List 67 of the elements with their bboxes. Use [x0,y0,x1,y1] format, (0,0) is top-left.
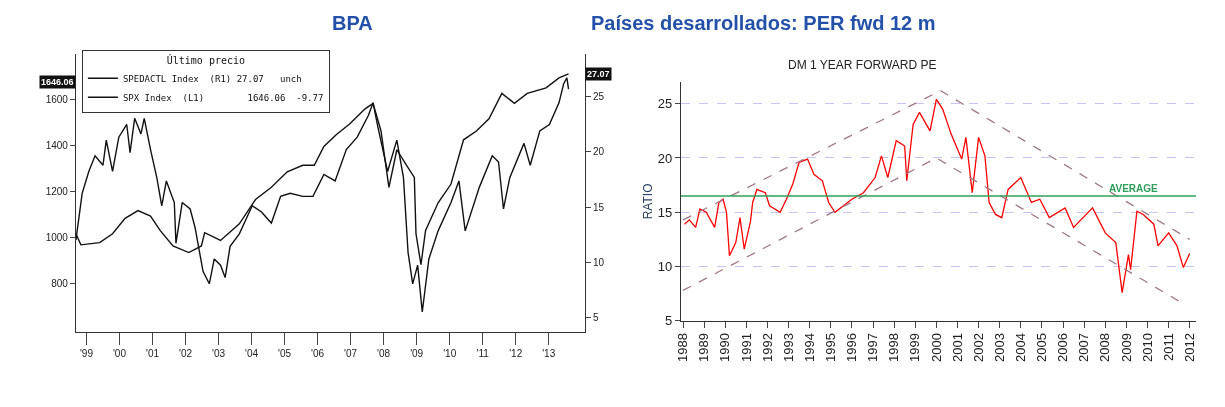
x-tick-label: 2003 [991,332,1007,362]
x-tick-label: 1989 [696,332,712,362]
x-tick-label: 2011 [1160,332,1176,361]
text: 1646.06 [41,77,74,87]
y2-tick-label: 25 [593,91,605,103]
x-tick-label: 2000 [928,332,944,362]
y-tick-label: 15 [657,204,673,220]
x-tick-label: 2008 [1097,332,1113,362]
chart-title: Países desarrollados: PER fwd 12 m [591,12,936,34]
y-tick-label: 20 [657,150,673,166]
y-tick-label: 1600 [45,94,69,106]
x-tick-label: 2009 [1118,332,1134,362]
y-tick-label: 800 [51,278,69,290]
y2-tick-label: 20 [593,146,605,158]
x-tick-label: 2010 [1139,332,1155,362]
x-tick-label: '99 [79,348,94,360]
x-tick-label: 2001 [949,332,965,362]
x-tick-label: '04 [245,348,259,360]
y-tick-label: 5 [665,313,673,329]
y2-tick-label: 15 [593,201,605,213]
chart-title: BPA [332,12,373,34]
y-tick-label: 25 [657,96,673,112]
x-tick-label: '06 [311,348,325,360]
x-tick-label: '05 [278,348,292,360]
x-tick-label: 1995 [823,332,839,362]
x-tick-label: '00 [112,348,127,360]
x-tick-label: '03 [212,348,226,360]
x-tick-label: 2002 [970,332,986,362]
x-tick-label: 2005 [1034,332,1050,362]
x-tick-label: 2006 [1055,332,1071,362]
x-tick-label: 1991 [738,332,754,362]
x-tick-label: 1990 [717,332,733,362]
x-tick-label: 1993 [780,332,796,362]
legend-label: SPX Index (L1) 1646.06 -9.77 [122,92,324,103]
chart-subtitle: DM 1 YEAR FORWARD PE [788,58,937,72]
x-tick-label: '13 [542,348,556,360]
x-tick-label: '09 [410,348,424,360]
x-tick-label: 1999 [907,332,923,362]
x-tick-label: 1988 [675,332,691,362]
legend-label: SPEDACTL Index (R1) 27.07 unch [122,73,302,84]
legend-title: Último precio [166,53,246,66]
y2-tick-label: 10 [593,257,605,269]
y-tick-label: 1400 [45,140,69,152]
x-tick-label: '07 [344,348,358,360]
x-tick-label: 2012 [1181,332,1197,362]
x-tick-label: 1994 [801,332,817,362]
x-tick-label: 1998 [886,332,902,362]
x-tick-label: 1996 [844,332,860,362]
x-tick-label: 1992 [759,332,775,362]
x-tick-label: '10 [443,348,457,360]
x-tick-label: '01 [145,348,160,360]
y-tick-label: 1000 [45,232,69,244]
line-series [75,77,570,313]
y2-tick-label: 5 [593,312,600,324]
x-tick-label: 2007 [1076,332,1092,362]
y-tick-label: 10 [657,259,673,275]
x-tick-label: '11 [476,348,490,360]
y-axis-title: RATIO [641,183,656,220]
x-tick-label: 2004 [1013,332,1029,362]
text: 27.07 [587,69,610,79]
ref-line-label: AVERAGE [1109,183,1159,194]
x-tick-label: 1997 [865,332,881,362]
line-series [683,98,1191,294]
y-tick-label: 1200 [45,186,69,198]
x-tick-label: '12 [509,348,523,360]
x-tick-label: '08 [377,348,391,360]
x-tick-label: '02 [179,348,193,360]
